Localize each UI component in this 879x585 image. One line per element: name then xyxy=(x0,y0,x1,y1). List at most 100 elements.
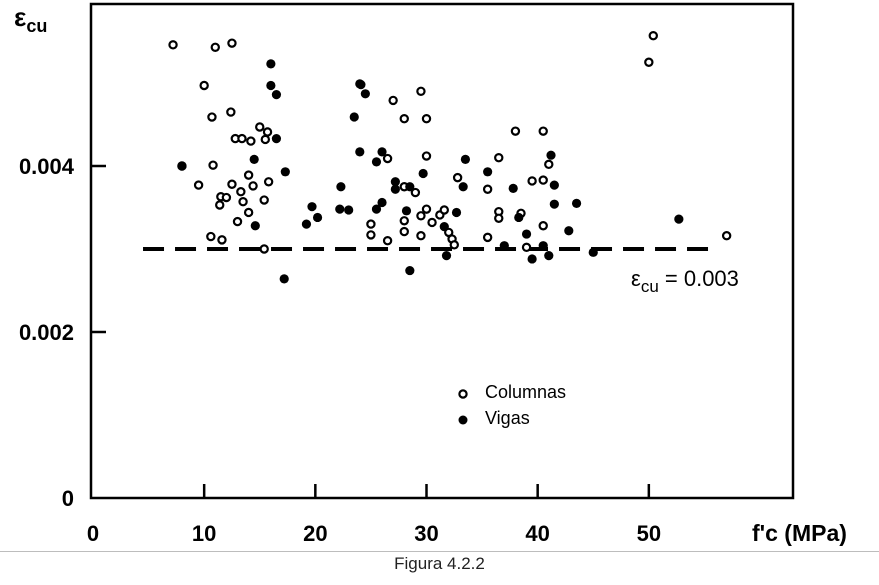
columnas-point xyxy=(210,42,220,53)
vigas-point xyxy=(177,161,187,171)
vigas-point xyxy=(390,184,400,194)
legend: Columnas Vigas xyxy=(458,382,566,428)
columnas-point xyxy=(538,126,548,136)
vigas-point xyxy=(250,221,260,231)
vigas-point xyxy=(549,199,559,209)
columnas-point xyxy=(259,244,269,254)
columnas-point xyxy=(232,216,243,227)
vigas-point xyxy=(546,150,556,160)
columnas-point xyxy=(494,152,504,163)
vigas-point xyxy=(405,265,415,276)
vigas-point xyxy=(549,180,559,190)
x-tick-label: 0 xyxy=(87,521,99,546)
columnas-point xyxy=(427,217,437,228)
columnas-point xyxy=(721,231,732,241)
columnas-point xyxy=(217,235,227,245)
columnas-point xyxy=(410,187,421,198)
vigas-point xyxy=(508,183,518,194)
vigas-point xyxy=(521,229,532,239)
vigas-point xyxy=(335,204,345,214)
columnas-point xyxy=(382,235,393,246)
x-tick-label: 20 xyxy=(303,521,327,546)
y-tick-label: 0 xyxy=(62,486,74,511)
plot-frame xyxy=(89,2,795,500)
columnas-point xyxy=(259,195,269,205)
columnas-point xyxy=(246,136,256,146)
columnas-point xyxy=(416,86,426,97)
vigas-point xyxy=(336,182,346,192)
columnas-point xyxy=(207,112,217,122)
vigas-point xyxy=(564,226,574,236)
x-axis-label: f'c (MPa) xyxy=(752,520,847,546)
vigas-point xyxy=(483,167,493,177)
x-tick-label: 10 xyxy=(192,521,216,546)
vigas-point xyxy=(349,112,359,122)
columnas-point xyxy=(439,205,449,215)
vigas-point xyxy=(674,214,684,224)
columnas-point xyxy=(237,133,247,144)
vigas-point xyxy=(377,197,387,208)
columnas-point xyxy=(168,40,178,50)
columnas-point xyxy=(238,196,248,207)
x-axis-ticks: 0 10 20 30 40 50 xyxy=(87,484,661,546)
caption-separator xyxy=(0,551,879,552)
vigas-point xyxy=(266,59,276,69)
scatter-chart: 0 0.002 0.004 0 10 20 30 40 50 εcu f'c (MPa) εc… xyxy=(14,2,847,546)
vigas-point xyxy=(301,219,312,229)
columnas-point xyxy=(452,172,463,183)
columnas-point xyxy=(399,113,409,124)
vigas-point xyxy=(371,157,382,167)
columnas-point xyxy=(421,204,432,214)
columnas-point xyxy=(193,180,204,190)
vigas-point xyxy=(460,154,471,164)
data-points xyxy=(168,30,732,284)
figure-caption: Figura 4.2.2 xyxy=(394,554,485,573)
columnas-point xyxy=(644,57,654,67)
columnas-point xyxy=(521,242,532,253)
vigas-point xyxy=(451,207,462,218)
columnas-point xyxy=(494,213,504,223)
columnas-point xyxy=(208,160,218,170)
columnas-point xyxy=(236,187,246,197)
vigas-point xyxy=(355,147,365,157)
vigas-point xyxy=(280,167,290,177)
columnas-point xyxy=(206,231,216,242)
vigas-point xyxy=(279,274,289,284)
columnas-point xyxy=(215,200,225,210)
columnas-point xyxy=(399,226,409,237)
y-axis-ticks: 0 0.002 0.004 xyxy=(19,154,106,511)
columnas-point xyxy=(527,176,537,186)
vigas-point xyxy=(377,147,387,157)
columnas-point xyxy=(243,170,254,180)
legend-label-vigas: Vigas xyxy=(485,408,530,428)
vigas-point xyxy=(441,251,452,261)
columnas-point xyxy=(416,211,426,221)
vigas-point xyxy=(544,251,554,261)
vigas-point xyxy=(401,206,412,216)
x-tick-label: 40 xyxy=(525,521,549,546)
columnas-point xyxy=(544,159,554,170)
columnas-point xyxy=(366,219,376,229)
columnas-point xyxy=(255,122,265,132)
y-tick-label: 0.002 xyxy=(19,320,74,345)
vigas-point xyxy=(360,89,370,99)
columnas-point xyxy=(510,126,521,136)
columnas-point xyxy=(421,151,432,161)
columnas-point xyxy=(199,80,209,91)
columnas-point xyxy=(648,30,658,41)
columnas-point xyxy=(366,230,376,240)
legend-marker-columnas xyxy=(458,389,468,399)
vigas-point xyxy=(571,198,582,208)
columnas-point xyxy=(382,153,393,164)
columnas-point xyxy=(538,175,548,185)
x-tick-label: 30 xyxy=(414,521,438,546)
vigas-point xyxy=(405,182,415,192)
columnas-point xyxy=(243,207,254,218)
columnas-point xyxy=(221,192,232,203)
x-tick-label: 50 xyxy=(637,521,661,546)
vigas-point xyxy=(588,247,598,257)
vigas-point xyxy=(344,205,354,215)
vigas-point xyxy=(538,241,548,251)
vigas-point xyxy=(266,80,276,91)
columnas-point xyxy=(263,177,274,187)
